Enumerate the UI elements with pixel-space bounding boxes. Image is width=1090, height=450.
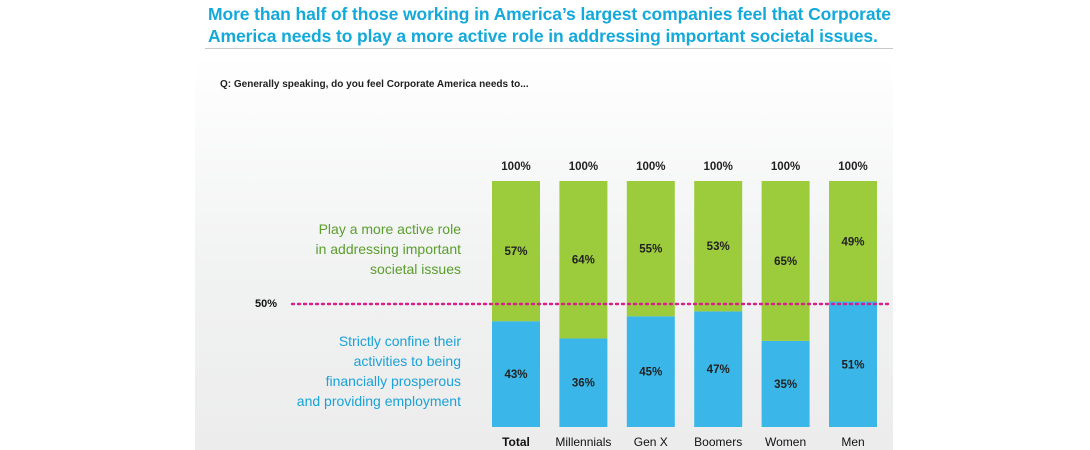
data-label-confine: 43% xyxy=(504,369,527,381)
data-label-active: 55% xyxy=(639,244,662,256)
headline-line-1: More than half of those working in Ameri… xyxy=(208,4,891,24)
bar-segment-active xyxy=(694,181,743,312)
data-label-active: 64% xyxy=(572,255,595,267)
data-label-active: 57% xyxy=(504,246,527,258)
data-label-confine: 45% xyxy=(639,367,662,379)
total-label: 100% xyxy=(838,161,867,173)
bar-segment-confine xyxy=(559,338,608,427)
total-label: 100% xyxy=(569,161,598,173)
data-label-confine: 35% xyxy=(774,379,797,391)
legend-confine-line: financially prosperous xyxy=(325,373,461,389)
bar-segment-confine xyxy=(694,311,743,427)
legend-confine: Strictly confine their activities to bei… xyxy=(261,331,461,411)
category-label: Men xyxy=(841,435,864,449)
total-label: 100% xyxy=(771,161,800,173)
bar-segment-confine xyxy=(492,321,540,427)
bar-segment-active xyxy=(559,181,608,339)
bar-segment-active xyxy=(626,181,675,317)
bar-segment-confine xyxy=(626,316,675,427)
data-label-active: 53% xyxy=(707,241,730,253)
data-label-active: 65% xyxy=(774,256,797,268)
legend-active-line: in addressing important xyxy=(315,241,461,257)
data-label-confine: 47% xyxy=(707,364,730,376)
total-label: 100% xyxy=(636,161,665,173)
category-label: Total xyxy=(502,435,530,449)
legend-active-line: societal issues xyxy=(369,261,461,277)
data-label-active: 49% xyxy=(841,236,864,248)
bar-segment-active xyxy=(492,181,540,322)
bar-segment-active xyxy=(829,181,877,302)
data-label-confine: 36% xyxy=(572,378,595,390)
legend-active: Play a more active role in addressing im… xyxy=(261,219,461,279)
category-label: Millennials xyxy=(555,435,611,449)
headline-divider xyxy=(205,48,893,49)
category-label: Gen X xyxy=(634,435,668,449)
data-label-confine: 51% xyxy=(841,359,864,371)
legend-confine-line: Strictly confine their xyxy=(338,333,461,349)
legend-active-line: Play a more active role xyxy=(318,221,461,237)
headline: More than half of those working in Ameri… xyxy=(208,3,891,47)
bar-segment-confine xyxy=(761,340,810,427)
bar-segment-active xyxy=(761,181,810,341)
category-label: Women xyxy=(765,435,806,449)
reference-line-label: 50% xyxy=(255,298,278,310)
headline-line-2: America needs to play a more active role… xyxy=(208,26,878,46)
legend-confine-line: and providing employment xyxy=(296,393,461,409)
question-text: Q: Generally speaking, do you feel Corpo… xyxy=(220,79,529,90)
total-label: 100% xyxy=(501,161,530,173)
category-label: Boomers xyxy=(694,435,742,449)
total-label: 100% xyxy=(703,161,732,173)
legend-confine-line: activities to being xyxy=(353,353,461,369)
bar-segment-confine xyxy=(829,301,877,427)
